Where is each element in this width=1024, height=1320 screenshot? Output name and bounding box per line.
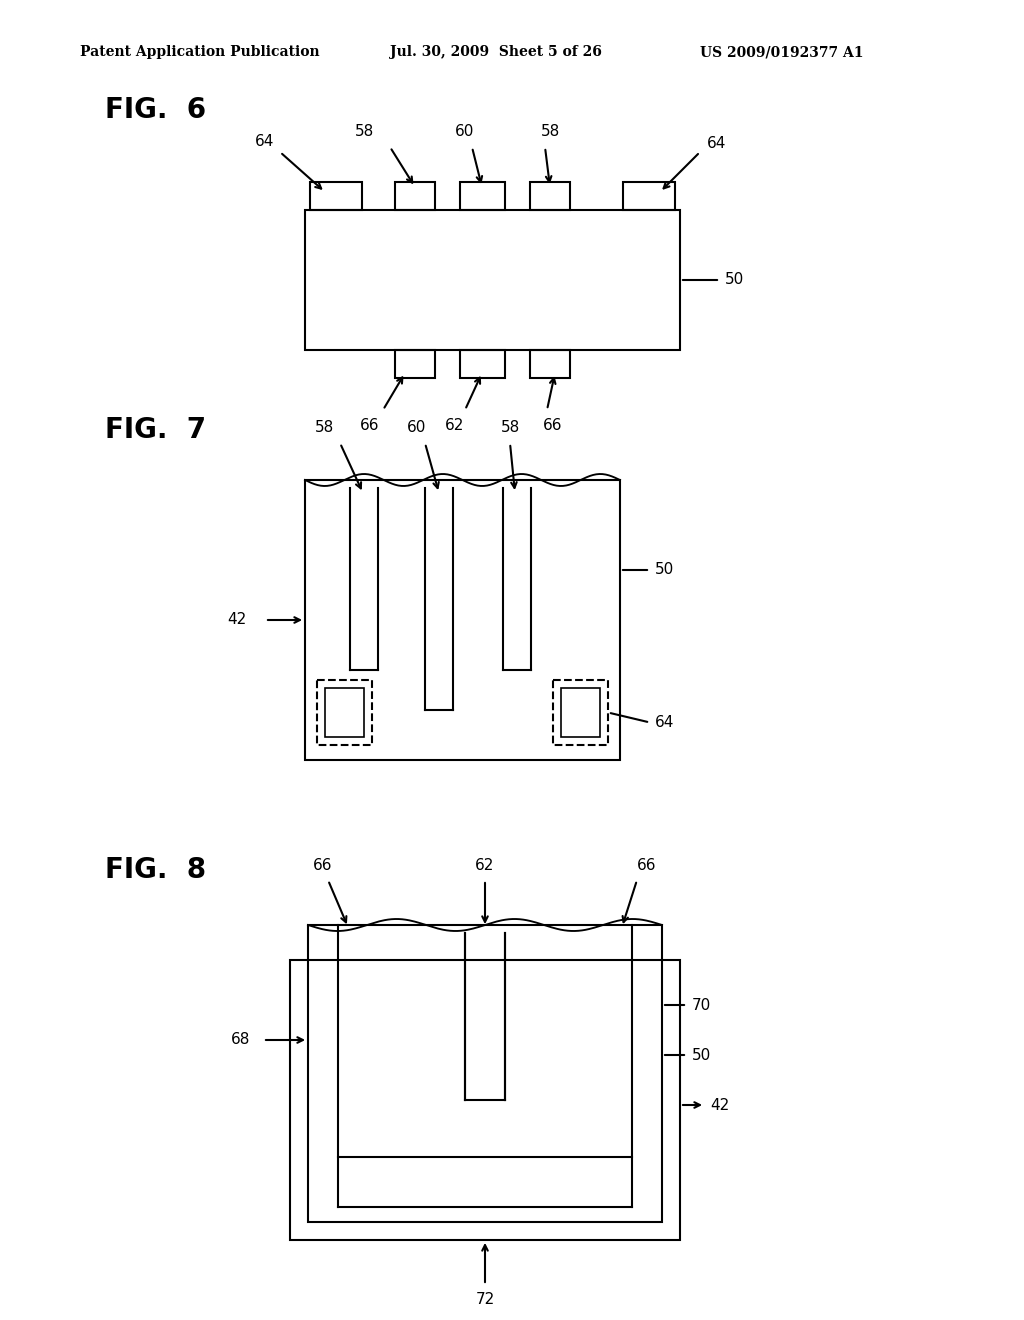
Text: 68: 68: [230, 1032, 250, 1048]
Text: 50: 50: [655, 562, 674, 578]
Text: 66: 66: [637, 858, 656, 873]
Text: 64: 64: [708, 136, 727, 152]
Text: 66: 66: [313, 858, 333, 873]
Text: 64: 64: [655, 715, 675, 730]
Text: 64: 64: [255, 135, 274, 149]
Text: 62: 62: [445, 417, 465, 433]
Text: US 2009/0192377 A1: US 2009/0192377 A1: [700, 45, 863, 59]
Text: 58: 58: [541, 124, 560, 140]
Text: 66: 66: [360, 417, 380, 433]
Text: Jul. 30, 2009  Sheet 5 of 26: Jul. 30, 2009 Sheet 5 of 26: [390, 45, 602, 59]
Text: FIG.  8: FIG. 8: [105, 855, 206, 884]
Text: 58: 58: [315, 421, 335, 436]
Text: 50: 50: [725, 272, 744, 288]
Text: Patent Application Publication: Patent Application Publication: [80, 45, 319, 59]
Text: 60: 60: [408, 421, 427, 436]
Text: 72: 72: [475, 1292, 495, 1308]
Text: 62: 62: [475, 858, 495, 873]
Text: 66: 66: [544, 417, 563, 433]
Text: 42: 42: [227, 612, 247, 627]
Text: FIG.  7: FIG. 7: [105, 416, 206, 444]
Text: 42: 42: [710, 1097, 729, 1113]
Text: 58: 58: [355, 124, 375, 140]
Text: 60: 60: [456, 124, 475, 140]
Text: 70: 70: [692, 998, 712, 1012]
Text: FIG.  6: FIG. 6: [105, 96, 206, 124]
Text: 50: 50: [692, 1048, 712, 1063]
Text: 58: 58: [501, 421, 519, 436]
